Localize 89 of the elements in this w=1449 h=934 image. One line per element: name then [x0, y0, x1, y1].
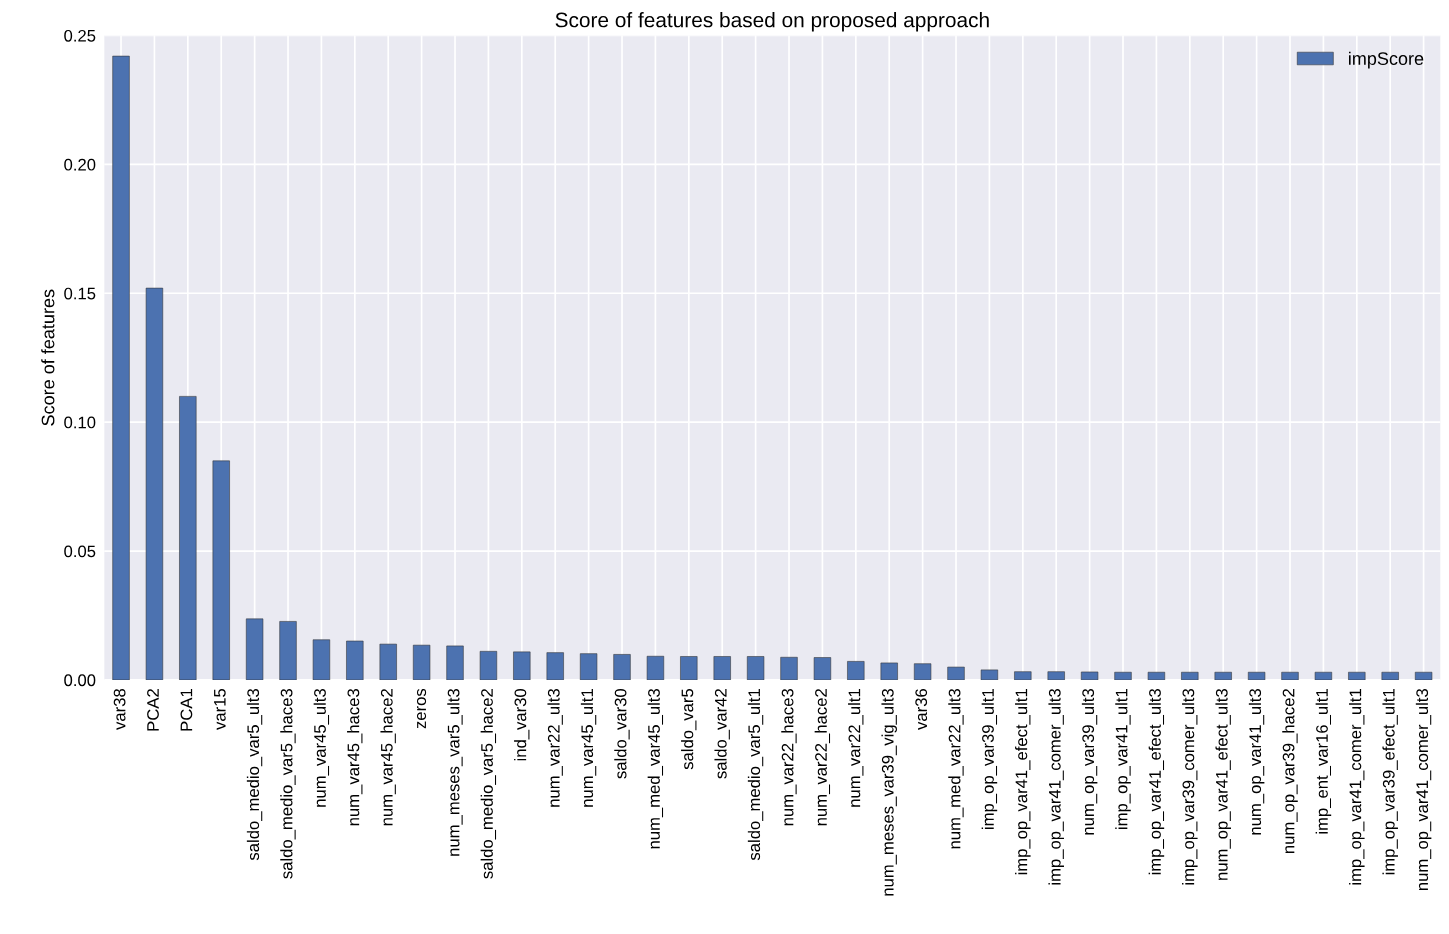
- bar: [412, 644, 431, 680]
- bar: [780, 656, 798, 680]
- bar: [479, 651, 498, 680]
- bar: [446, 645, 464, 680]
- legend-label: impScore: [1349, 51, 1424, 69]
- x-tick-label: saldo_medio_var5_ult3: [246, 689, 263, 861]
- x-tick-label: imp_op_var39_comer_ult3: [1182, 689, 1198, 885]
- y-tick-label: 0.25: [64, 29, 96, 42]
- bar: [980, 669, 999, 680]
- bar: [1214, 671, 1232, 680]
- y-tick-label: 0.10: [64, 416, 96, 429]
- bar: [1314, 671, 1333, 680]
- x-tick-label: ind_var30: [514, 688, 530, 761]
- x-tick-label: imp_op_var39_efect_ult1: [1382, 689, 1398, 875]
- x-tick-label: num_var22_hace2: [814, 689, 831, 826]
- bar: [680, 656, 698, 680]
- x-tick-label: num_var45_ult3: [313, 689, 330, 807]
- x-tick-label: saldo_var30: [614, 688, 630, 779]
- x-tick-label: imp_op_var41_efect_ult1: [1015, 689, 1031, 875]
- x-tick-label: num_var22_hace3: [781, 689, 797, 826]
- x-tick-label: saldo_var42: [714, 689, 730, 779]
- y-axis-title: Score of features: [41, 289, 55, 426]
- x-tick-label: imp_op_var39_ult1: [981, 689, 998, 829]
- bar: [1281, 671, 1299, 680]
- bar: [713, 656, 731, 680]
- bar: [613, 654, 631, 680]
- x-tick-label: saldo_medio_var5_hace3: [280, 689, 296, 879]
- x-tick-label: num_var22_ult3: [547, 689, 563, 807]
- bar: [379, 643, 397, 680]
- x-tick-label: num_op_var41_ult3: [1248, 689, 1265, 835]
- x-tick-label: num_meses_var5_ult3: [447, 689, 463, 856]
- x-tick-label: num_meses_var39_vig_ult3: [881, 689, 897, 896]
- y-tick-label: 0.00: [64, 674, 96, 687]
- bar: [179, 396, 197, 680]
- x-tick-label: saldo_medio_var5_hace2: [480, 689, 497, 879]
- bar: [1147, 671, 1166, 680]
- x-tick-label: imp_op_var41_ult1: [1115, 689, 1131, 829]
- bar: [913, 663, 932, 680]
- x-tick-label: imp_op_var41_comer_ult3: [1048, 689, 1064, 885]
- x-tick-label: var38: [113, 689, 126, 730]
- bar: [646, 655, 665, 680]
- x-tick-label: num_med_var45_ult3: [647, 689, 664, 849]
- bar: [880, 662, 898, 680]
- bar: [546, 652, 564, 680]
- x-tick-label: saldo_medio_var5_ult1: [747, 689, 764, 861]
- bar: [847, 661, 865, 680]
- bar: [947, 666, 965, 680]
- bar: [1080, 671, 1099, 680]
- bar: [346, 640, 364, 680]
- bar: [1247, 671, 1266, 680]
- y-tick-label: 0.20: [64, 158, 96, 171]
- bar: [212, 460, 230, 680]
- x-tick-label: saldo_var5: [681, 688, 697, 770]
- x-tick-label: num_op_var39_ult3: [1081, 689, 1098, 835]
- chart-title: Score of features based on proposed approach: [555, 12, 989, 32]
- x-tick-label: PCA2: [147, 689, 159, 731]
- x-tick-label: imp_op_var41_comer_ult1: [1349, 689, 1365, 885]
- x-tick-label: num_op_var41_efect_ult3: [1215, 689, 1231, 880]
- bar: [513, 651, 531, 680]
- x-tick-label: num_med_var22_ult3: [948, 689, 964, 849]
- x-tick-label: num_var22_ult1: [848, 689, 864, 807]
- x-tick-label: zeros: [416, 688, 427, 729]
- bar: [813, 657, 832, 680]
- x-tick-label: num_var45_ult1: [580, 689, 597, 807]
- bar: [1181, 671, 1199, 680]
- bar: [579, 653, 598, 680]
- x-tick-label: num_var45_hace3: [347, 689, 363, 826]
- bar: [246, 618, 264, 680]
- x-tick-label: num_var45_hace2: [380, 689, 396, 826]
- bar: [145, 287, 164, 680]
- bar: [746, 656, 765, 680]
- x-tick-label: imp_op_var41_efect_ult3: [1148, 689, 1165, 875]
- y-tick-label: 0.15: [64, 287, 96, 300]
- x-tick-label: num_op_var39_hace2: [1282, 689, 1298, 854]
- bar: [1414, 671, 1433, 680]
- x-tick-label: var15: [214, 688, 226, 730]
- bar: [1114, 671, 1132, 680]
- bar: [1381, 671, 1399, 680]
- bar: [1047, 671, 1065, 680]
- x-tick-label: var36: [915, 689, 928, 730]
- bar: [312, 639, 331, 680]
- x-tick-label: PCA1: [180, 689, 193, 731]
- x-tick-label: imp_ent_var16_ult1: [1315, 689, 1332, 834]
- bar: [1014, 671, 1032, 680]
- bar: [112, 55, 130, 680]
- bar: [279, 621, 297, 680]
- y-tick-label: 0.05: [64, 545, 96, 558]
- bar: [1348, 671, 1366, 680]
- x-tick-label: num_op_var41_comer_ult3: [1415, 689, 1432, 891]
